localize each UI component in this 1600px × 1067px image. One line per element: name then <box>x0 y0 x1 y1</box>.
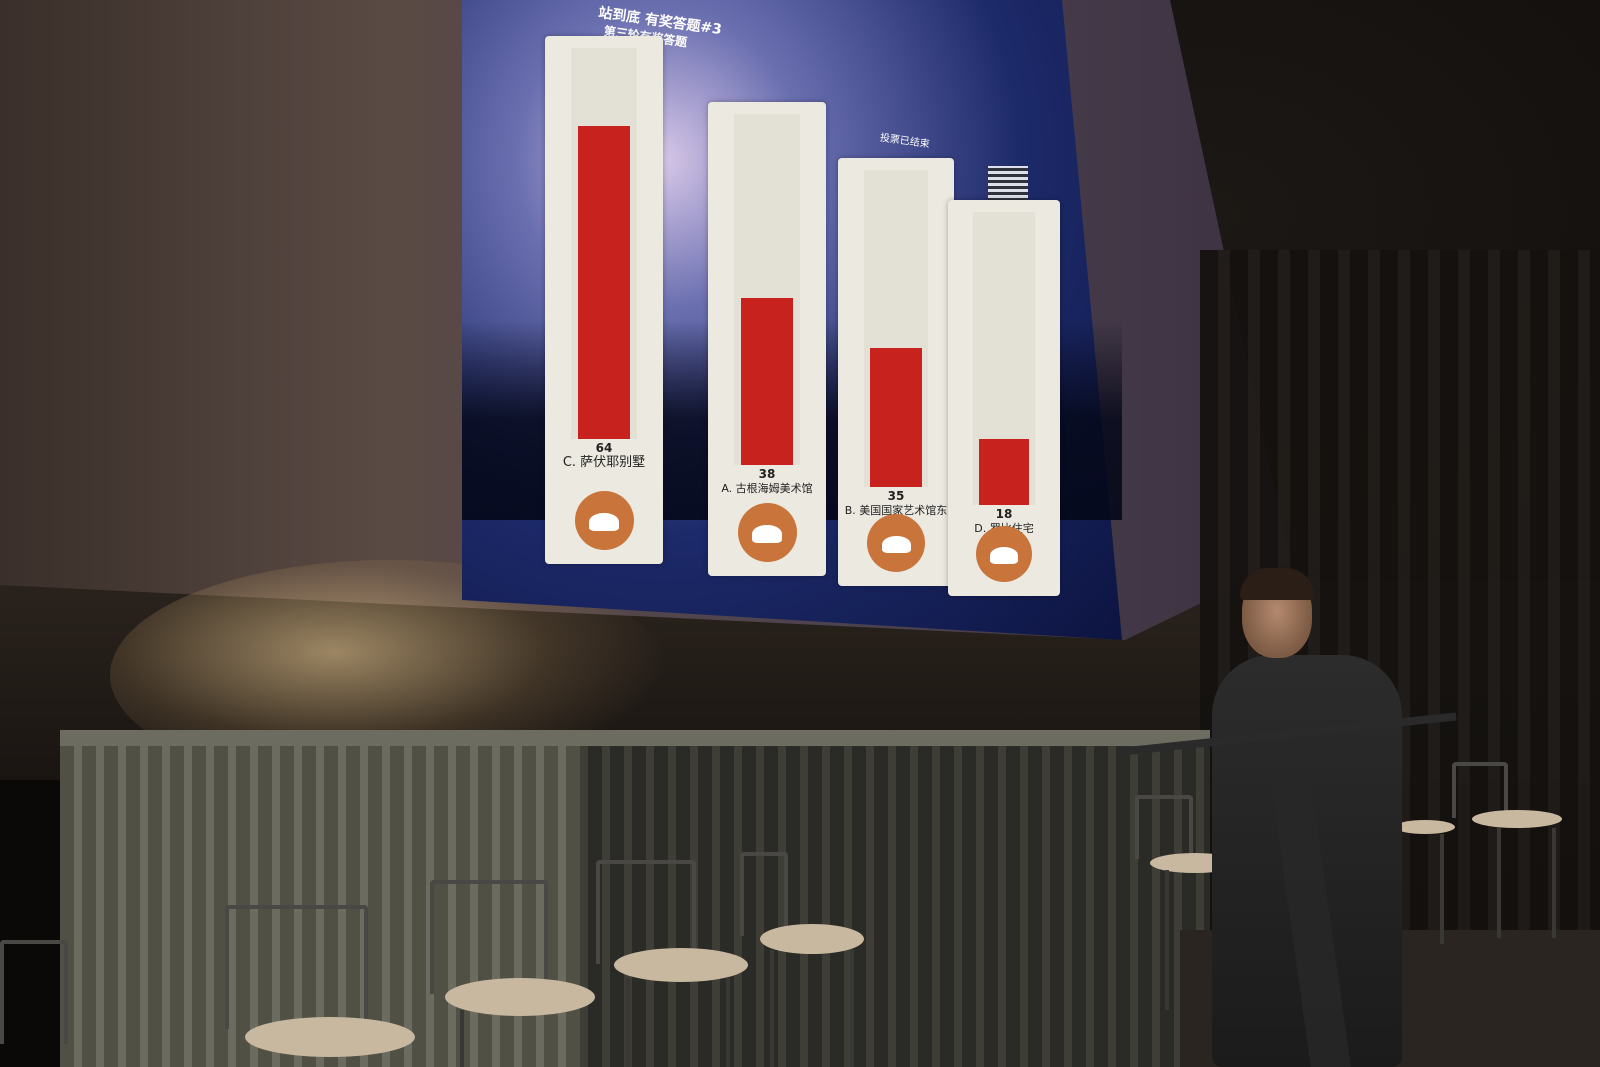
vote-bar <box>870 348 922 487</box>
vote-count: 18 <box>995 507 1013 522</box>
mascot-icon <box>976 526 1032 582</box>
vote-count: 64 <box>595 440 613 455</box>
mascot-icon <box>574 491 634 550</box>
answer-label: A. 古根海姆美术馆 <box>721 481 813 495</box>
presenter-hair <box>1240 568 1314 600</box>
mascot-icon <box>737 503 797 562</box>
stage-skirt-trim <box>60 730 1210 746</box>
vote-count: 35 <box>887 488 905 503</box>
vote-count: 38 <box>758 466 776 481</box>
vote-bar <box>978 439 1030 506</box>
answer-label: C. 萨伏耶别墅 <box>562 454 646 470</box>
mascot-icon <box>867 514 925 572</box>
vote-bar <box>577 126 631 439</box>
vote-bar <box>740 298 794 465</box>
